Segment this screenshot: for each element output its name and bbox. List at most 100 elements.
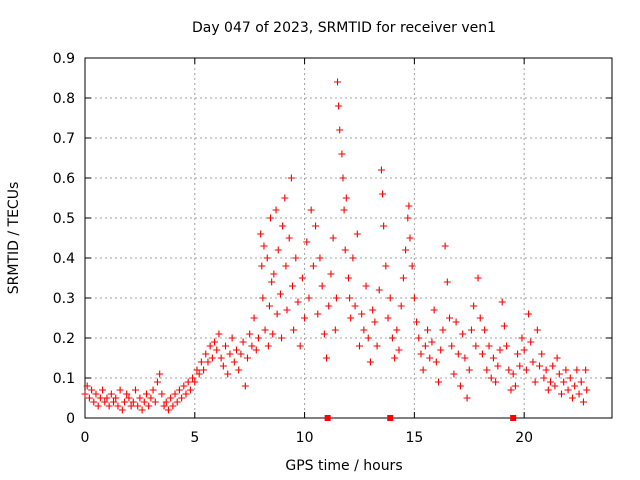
data-point: [202, 350, 210, 358]
data-point: [566, 374, 574, 382]
data-point: [456, 382, 464, 390]
data-point: [562, 366, 570, 374]
data-point: [103, 394, 111, 402]
data-point: [476, 314, 484, 322]
data-point: [101, 398, 109, 406]
data-point: [345, 274, 352, 282]
data-point: [339, 174, 347, 182]
data-point: [200, 366, 208, 374]
data-point: [156, 370, 164, 378]
data-point: [287, 174, 295, 182]
data-point: [349, 254, 357, 262]
data-point: [340, 206, 348, 214]
data-point: [248, 342, 256, 350]
data-point: [531, 378, 539, 386]
data-point: [500, 322, 508, 330]
data-point: [406, 234, 414, 242]
data-point: [178, 394, 186, 402]
data-point: [270, 270, 278, 278]
data-point: [408, 262, 416, 270]
data-point: [410, 294, 418, 302]
data-point: [121, 398, 129, 406]
data-point: [571, 382, 579, 390]
data-point: [498, 298, 506, 306]
data-point: [193, 366, 201, 374]
x-tick-label: 0: [81, 430, 90, 446]
data-point: [129, 398, 137, 406]
data-point: [555, 370, 563, 378]
data-point: [298, 274, 306, 282]
y-tick-label: 0.7: [53, 131, 75, 147]
data-point: [226, 350, 234, 358]
y-tick-label: 0.1: [53, 371, 75, 387]
data-point: [536, 362, 544, 370]
data-point: [257, 230, 265, 238]
data-point: [173, 398, 181, 406]
data-point: [437, 346, 445, 354]
chart-title: Day 047 of 2023, SRMTID for receiver ven…: [192, 20, 496, 36]
data-point: [478, 350, 486, 358]
data-point: [375, 286, 383, 294]
data-point: [211, 338, 219, 346]
data-point: [364, 334, 372, 342]
data-point: [472, 342, 480, 350]
plot-frame: [84, 57, 613, 419]
data-point: [346, 294, 354, 302]
data-point: [164, 406, 172, 414]
data-point: [386, 294, 394, 302]
data-point: [81, 390, 89, 398]
data-point: [282, 262, 290, 270]
data-point: [217, 354, 225, 362]
gap-marker: [324, 415, 331, 421]
data-point: [384, 314, 392, 322]
data-point: [272, 206, 280, 214]
data-point: [264, 342, 272, 350]
data-point: [140, 398, 148, 406]
data-point: [583, 386, 591, 394]
data-point: [182, 390, 190, 398]
data-point: [180, 382, 188, 390]
data-point: [505, 366, 513, 374]
data-point: [204, 358, 212, 366]
data-point: [448, 342, 456, 350]
data-point: [435, 378, 443, 386]
data-point: [575, 390, 583, 398]
data-point: [540, 374, 548, 382]
data-point: [213, 346, 221, 354]
gap-marker: [387, 415, 394, 421]
data-point: [278, 334, 286, 342]
data-point: [377, 166, 385, 174]
data-point: [153, 378, 161, 386]
data-point: [362, 282, 370, 290]
data-point: [184, 378, 192, 386]
data-point: [415, 334, 423, 342]
data-point: [294, 298, 302, 306]
data-point: [274, 246, 282, 254]
data-point: [90, 398, 98, 406]
data-point: [171, 390, 179, 398]
data-point: [110, 398, 118, 406]
data-point: [360, 326, 368, 334]
y-tick-label: 0.2: [53, 331, 75, 347]
data-point: [151, 398, 159, 406]
data-point: [312, 222, 320, 230]
data-point: [114, 402, 122, 410]
data-point: [331, 326, 339, 334]
data-point: [518, 334, 526, 342]
data-point: [577, 378, 585, 386]
data-point: [99, 386, 107, 394]
data-point: [474, 274, 482, 282]
data-point: [393, 326, 401, 334]
data-point: [195, 370, 203, 378]
data-point: [404, 214, 412, 222]
data-point: [413, 318, 421, 326]
data-point: [432, 358, 440, 366]
data-point: [430, 306, 438, 314]
data-point: [338, 150, 346, 158]
y-tick-label: 0.8: [53, 91, 75, 107]
x-tick-label: 5: [190, 430, 199, 446]
data-point: [316, 254, 324, 262]
data-point: [358, 310, 366, 318]
data-point: [233, 346, 241, 354]
data-point: [417, 350, 425, 358]
